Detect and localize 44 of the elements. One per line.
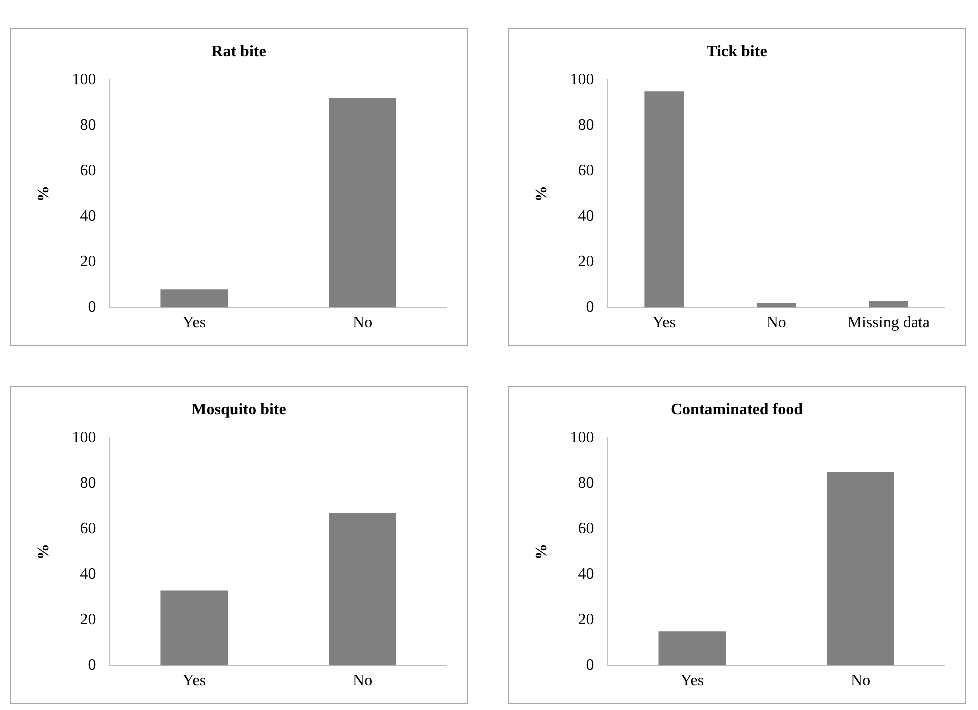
y-tick-label: 100	[72, 429, 96, 446]
x-tick-label: Yes	[652, 314, 676, 332]
x-tick-label: Yes	[182, 672, 206, 690]
x-tick-label: No	[766, 314, 786, 332]
y-axis-title: %	[36, 544, 53, 560]
x-tick-label: No	[353, 314, 373, 332]
y-tick-label: 60	[80, 162, 96, 180]
x-tick-label: Missing data	[848, 314, 930, 332]
y-tick-label: 60	[578, 162, 594, 180]
y-tick-label: 20	[80, 611, 96, 628]
y-tick-label: 60	[578, 520, 594, 538]
x-tick-label: No	[353, 672, 373, 690]
y-tick-label: 40	[578, 566, 594, 583]
y-tick-label: 100	[72, 71, 96, 88]
y-tick-label: 40	[578, 208, 594, 225]
y-tick-label: 20	[578, 253, 594, 270]
y-tick-label: 80	[80, 116, 96, 134]
x-tick-label: Yes	[680, 672, 704, 690]
y-tick-label: 100	[570, 71, 594, 88]
x-tick-label: Yes	[182, 314, 206, 332]
y-tick-label: 0	[88, 657, 96, 674]
y-axis-title: %	[534, 544, 551, 560]
y-tick-label: 60	[80, 520, 96, 538]
y-tick-label: 40	[80, 566, 96, 583]
x-tick-label: No	[851, 672, 871, 690]
y-tick-label: 20	[578, 611, 594, 628]
chart-title: Mosquito bite	[192, 402, 286, 419]
y-tick-label: 100	[570, 429, 594, 446]
bar	[644, 92, 684, 308]
y-tick-label: 20	[80, 253, 96, 270]
y-tick-label: 0	[586, 299, 594, 316]
y-tick-label: 40	[80, 208, 96, 225]
y-axis-title: %	[36, 186, 53, 202]
chart-title: Rat bite	[212, 44, 266, 61]
y-tick-label: 0	[88, 299, 96, 316]
y-tick-label: 80	[578, 474, 594, 492]
bar	[869, 300, 909, 308]
bar	[756, 303, 796, 308]
y-tick-label: 80	[80, 474, 96, 492]
chart-title: Tick bite	[706, 44, 768, 61]
chart-title: Contaminated food	[670, 402, 804, 419]
y-axis-title: %	[534, 186, 551, 202]
y-tick-label: 80	[578, 116, 594, 134]
y-tick-label: 0	[586, 657, 594, 674]
